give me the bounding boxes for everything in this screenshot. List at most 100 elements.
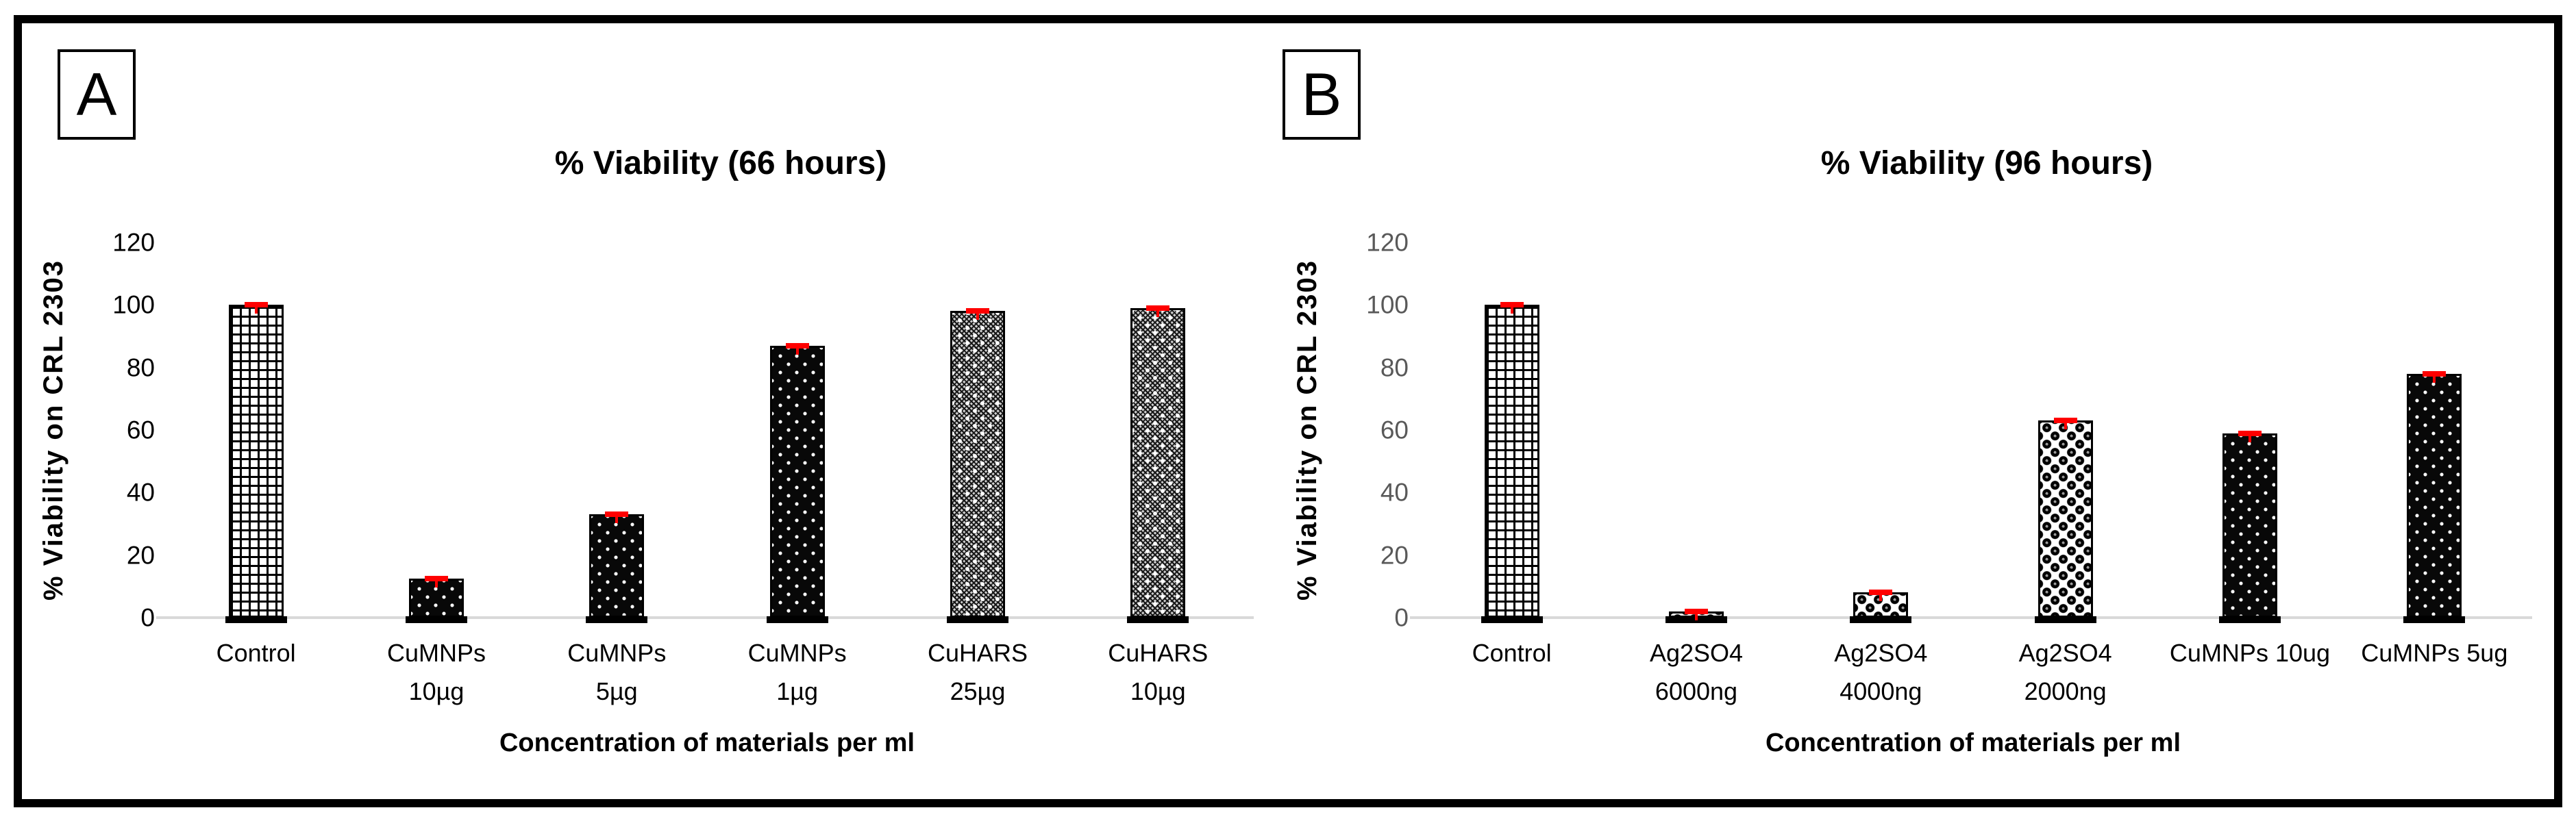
category-label-line: Control (1472, 639, 1552, 667)
chart-a-main: % Viability on CRL 2303 0 20 40 60 80 100 120 … (22, 230, 1276, 758)
chart-b-category-labels: Control Ag2SO4 6000ng Ag2SO4 4000ng Ag2SO4 200… (1420, 634, 2527, 711)
category-label: Ag2SO4 2000ng (1973, 634, 2157, 711)
error-bar (1500, 302, 1524, 308)
bar-slot (1973, 242, 2157, 623)
category-label: CuHARS 10µg (1068, 634, 1248, 711)
category-label-line: CuMNPs (567, 639, 667, 667)
chart-b-title: % Viability (96 hours) (1820, 145, 2153, 181)
chart-a-plot-area (156, 242, 1254, 624)
bar-slot (2157, 242, 2342, 624)
chart-a-y-axis-title-text: % Viability on CRL 2303 (38, 259, 69, 601)
category-label: CuMNPs 1µg (707, 634, 887, 711)
y-tick-label: 60 (126, 416, 155, 444)
y-tick-label: 40 (126, 478, 155, 507)
chart-b-y-axis-title: % Viability on CRL 2303 (1276, 242, 1339, 618)
category-label: CuMNPs 10ug (2157, 634, 2342, 711)
chart-b-y-axis-tick-labels: 0 20 40 60 80 100 120 (1339, 230, 1420, 631)
category-label-line: 10µg (1130, 677, 1186, 705)
category-label-line: 5µg (595, 677, 638, 705)
category-label-line: Ag2SO4 (2018, 639, 2112, 667)
category-label-line: Control (216, 639, 296, 667)
bar-slot (527, 242, 707, 623)
category-label-line: Ag2SO4 (1834, 639, 1928, 667)
panel-b-label: B (1301, 60, 1342, 128)
bar-slot (887, 242, 1067, 623)
category-label: CuMNPs 10µg (346, 634, 526, 711)
bar-slot (2342, 242, 2527, 624)
y-tick-label: 0 (1394, 603, 1409, 632)
error-bar (785, 342, 809, 349)
bar-slot (707, 242, 887, 624)
category-label-line: 1µg (776, 677, 819, 705)
figure-frame: A % Viability (66 hours) % Viability on … (14, 15, 2562, 807)
bar-cumnps-1-g (766, 342, 828, 624)
category-label-line: CuMNPs (386, 639, 486, 667)
panel-b-label-box: B (1283, 49, 1361, 140)
category-label-line: 4000ng (1840, 677, 1922, 705)
bar-control (1481, 302, 1543, 623)
error-bar (2053, 418, 2077, 424)
category-label: Ag2SO4 4000ng (1789, 634, 1973, 711)
bar-ag2so4-6000ng (1665, 608, 1727, 624)
category-label-line: CuMNPs 10ug (2169, 639, 2331, 667)
bar-cuhars-10-g (1127, 305, 1189, 624)
y-tick-label: 20 (1380, 541, 1409, 570)
chart-a-title: % Viability (66 hours) (554, 145, 887, 181)
bar-cumnps-5ug (2403, 370, 2466, 624)
chart-a-category-labels: Control CuMNPs 10µg CuMNPs 5µg CuMNPs 1µg CuHAR… (166, 634, 1248, 711)
error-bar (424, 575, 448, 581)
error-bar (2423, 370, 2447, 377)
category-label-line: 6000ng (1655, 677, 1738, 705)
error-bar (2238, 430, 2262, 436)
bar-cumnps-10ug (2218, 430, 2281, 624)
bar-slot (346, 242, 526, 624)
y-tick-label: 0 (140, 603, 155, 632)
y-tick-label: 80 (126, 353, 155, 382)
bar-cuhars-25-g (946, 308, 1008, 623)
category-label-line: CuMNPs 5ug (2361, 639, 2508, 667)
category-label: Control (166, 634, 346, 711)
panel-a-label-box: A (58, 49, 136, 140)
error-bar (1869, 590, 1893, 596)
chart-a-y-axis-tick-labels: 0 20 40 60 80 100 120 (85, 230, 166, 631)
chart-b-main: % Viability on CRL 2303 0 20 40 60 80 100 120 … (1276, 230, 2554, 758)
chart-b-plot-column: Control Ag2SO4 6000ng Ag2SO4 4000ng Ag2SO4 200… (1410, 242, 2532, 758)
y-tick-label: 80 (1380, 353, 1409, 382)
bar-control (225, 302, 287, 623)
category-label: CuHARS 25µg (887, 634, 1067, 711)
bar-cumnps-10-g (405, 575, 467, 624)
bar-cumnps-5-g (586, 511, 648, 623)
bar-slot (1604, 242, 1788, 624)
category-label-line: CuHARS (1108, 639, 1209, 667)
error-bar (605, 511, 629, 518)
bar-slot (166, 242, 346, 623)
chart-a-y-axis-title: % Viability on CRL 2303 (22, 242, 85, 618)
error-bar (965, 308, 989, 314)
y-tick-label: 40 (1380, 478, 1409, 507)
bar-ag2so4-4000ng (1850, 590, 1912, 623)
chart-b-x-axis-title: Concentration of materials per ml (1765, 728, 2181, 757)
chart-a-plot-column: Control CuMNPs 10µg CuMNPs 5µg CuMNPs 1µg CuHAR… (156, 242, 1254, 758)
panel-a: A % Viability (66 hours) % Viability on … (22, 23, 1276, 799)
category-label: CuMNPs 5µg (527, 634, 707, 711)
y-tick-label: 60 (1380, 416, 1409, 444)
bar-ag2so4-2000ng (2034, 418, 2096, 623)
y-tick-label: 120 (1366, 228, 1409, 257)
category-label-line: 25µg (950, 677, 1006, 705)
category-label: Control (1420, 634, 1604, 711)
bar-slot (1068, 242, 1248, 624)
y-tick-label: 100 (112, 290, 155, 319)
chart-b-plot-area (1410, 242, 2532, 624)
category-label-line: Ag2SO4 (1649, 639, 1744, 667)
category-label-line: CuMNPs (747, 639, 847, 667)
bar-slot (1420, 242, 1604, 623)
chart-b-y-axis-title-text: % Viability on CRL 2303 (1291, 259, 1322, 601)
error-bar (1146, 305, 1170, 311)
panel-a-label: A (76, 60, 117, 128)
bar-slot (1789, 242, 1973, 623)
chart-a-x-axis-title: Concentration of materials per ml (499, 728, 915, 757)
y-tick-label: 100 (1366, 290, 1409, 319)
error-bar (244, 302, 268, 308)
y-tick-label: 20 (126, 541, 155, 570)
category-label-line: 2000ng (2024, 677, 2107, 705)
